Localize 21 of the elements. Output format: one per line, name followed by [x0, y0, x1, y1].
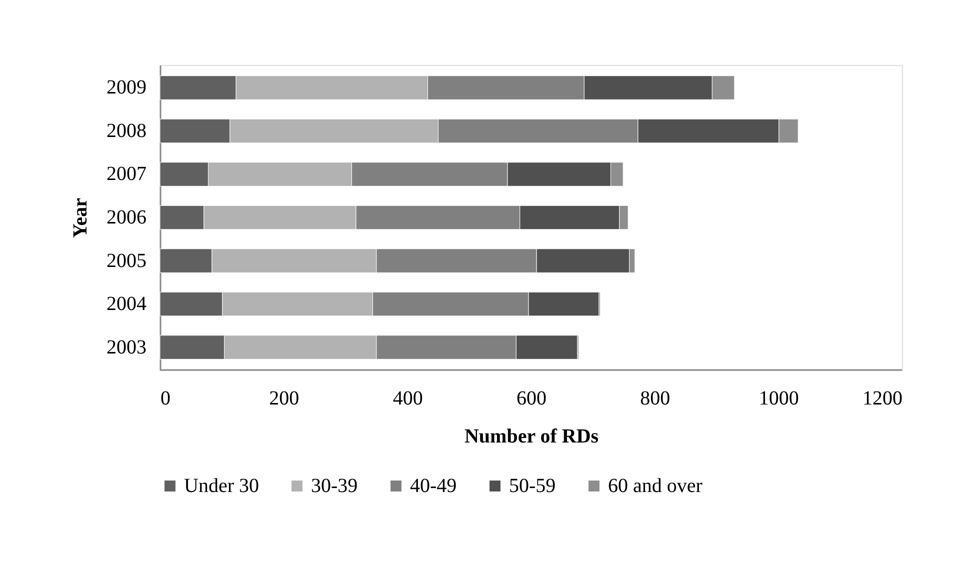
- y-tick-label: 2008: [106, 120, 146, 142]
- x-tick-label: 0: [160, 388, 170, 410]
- x-tick-label: 1000: [758, 388, 799, 410]
- y-tick-label: 2003: [106, 336, 146, 358]
- y-tick-label: 2007: [106, 163, 146, 186]
- x-tick-label: 200: [269, 388, 300, 410]
- legend-label: 60 and over: [608, 475, 703, 497]
- legend-label: Under 30: [184, 475, 259, 497]
- y-tick-label: 2005: [106, 250, 146, 272]
- y-tick-label: 2006: [106, 206, 146, 228]
- x-tick-label: 400: [392, 388, 423, 410]
- y-tick-label: 2009: [106, 76, 146, 99]
- y-axis-title: Year: [70, 198, 92, 238]
- y-tick-label: 2004: [106, 293, 146, 316]
- legend-label: 50-59: [509, 475, 556, 497]
- x-tick-label: 800: [640, 388, 670, 410]
- x-axis-title: Number of RDs: [464, 426, 599, 448]
- x-tick-label: 600: [516, 388, 546, 410]
- x-tick-label: 1200: [862, 388, 902, 410]
- legend-label: 30-39: [311, 475, 358, 497]
- legend-label: 40-49: [410, 475, 457, 497]
